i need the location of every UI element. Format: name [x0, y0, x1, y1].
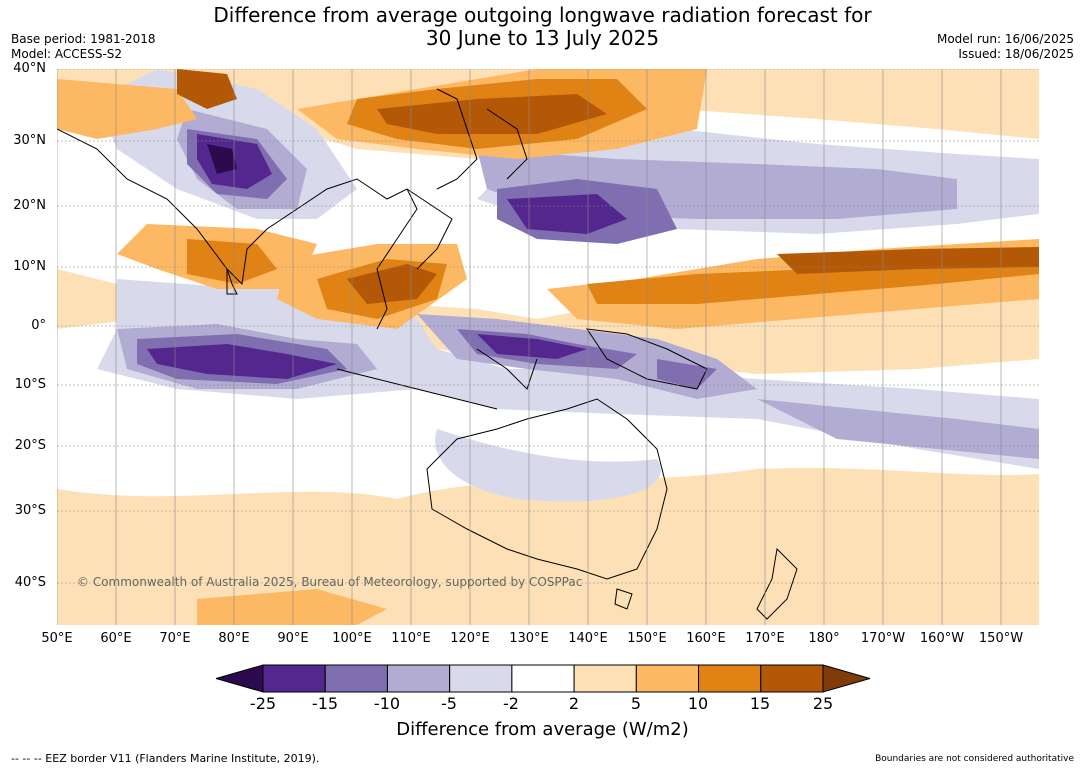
- lon-label-100e: 100°E: [332, 631, 372, 646]
- meta-left: Base period: 1981-2018 Model: ACCESS-S2: [11, 32, 156, 62]
- lon-label-110e: 110°E: [391, 631, 431, 646]
- model-run: Model run: 16/06/2025: [936, 32, 1074, 46]
- lat-label-40s: 40°S: [14, 575, 46, 590]
- colorbar-tick: 25: [812, 694, 834, 713]
- lat-label-30s: 30°S: [14, 503, 46, 518]
- colorbar-tick: -15: [311, 694, 339, 713]
- eez-border-note: -- -- -- EEZ border V11 (Flanders Marine…: [11, 752, 320, 765]
- colorbar-tick: 5: [630, 694, 642, 713]
- colorbar-tick: -10: [373, 694, 401, 713]
- lat-label-20s: 20°S: [14, 438, 46, 453]
- colorbar-label: Difference from average (W/m2): [396, 719, 689, 740]
- colorbar-cells: [262, 664, 824, 693]
- ola-map: © Commonwealth of Australia 2025, Bureau…: [57, 69, 1039, 625]
- meridians: [57, 69, 1002, 625]
- lon-label-90e: 90°E: [277, 631, 309, 646]
- lon-label-130e: 130°E: [509, 631, 549, 646]
- lon-label-150w: 150°W: [978, 631, 1024, 646]
- colorbar-cell: [324, 664, 388, 693]
- lat-label-10s: 10°S: [14, 377, 46, 392]
- title-line-2: 30 June to 13 July 2025: [425, 26, 660, 50]
- lon-label-120e: 120°E: [450, 631, 490, 646]
- issued-date: Issued: 18/06/2025: [958, 47, 1074, 61]
- lon-label-140e: 140°E: [568, 631, 608, 646]
- lat-label-40n: 40°N: [13, 61, 46, 76]
- colorbar-tick: -2: [503, 694, 519, 713]
- colorbar-extend-low: [216, 664, 264, 693]
- copyright-notice: © Commonwealth of Australia 2025, Bureau…: [77, 575, 582, 589]
- colorbar-cell: [262, 664, 326, 693]
- colorbar-tick: 2: [568, 694, 580, 713]
- colorbar-cell: [449, 664, 513, 693]
- anomaly-fields: [57, 69, 1039, 625]
- base-period: Base period: 1981-2018: [11, 32, 156, 46]
- lon-label-150e: 150°E: [627, 631, 667, 646]
- lon-label-170e: 170°E: [745, 631, 785, 646]
- colorbar: [216, 664, 870, 693]
- lon-label-160e: 160°E: [686, 631, 726, 646]
- meta-right: Model run: 16/06/2025 Issued: 18/06/2025: [937, 32, 1074, 62]
- lon-label-170w: 170°W: [860, 631, 906, 646]
- colorbar-cell: [635, 664, 700, 693]
- colorbar-tick: -25: [249, 694, 277, 713]
- lon-label-180: 180°: [808, 631, 840, 646]
- lat-label-20n: 20°N: [13, 198, 46, 213]
- lat-label-10n: 10°N: [13, 259, 46, 274]
- colorbar-tick: -5: [441, 694, 457, 713]
- colorbar-cell: [511, 664, 575, 693]
- colorbar-cell: [573, 664, 637, 693]
- lat-label-equator: 0°: [31, 318, 46, 333]
- chart-title: Difference from average outgoing longwav…: [0, 4, 1085, 50]
- colorbar-tick: 10: [687, 694, 709, 713]
- lon-label-50e: 50°E: [41, 631, 73, 646]
- colorbar-extend-high: [822, 664, 870, 693]
- colorbar-cell: [698, 664, 762, 693]
- title-line-1: Difference from average outgoing longwav…: [213, 3, 872, 27]
- model-name: Model: ACCESS-S2: [11, 47, 123, 61]
- colorbar-cell: [386, 664, 451, 693]
- lon-label-160w: 160°W: [919, 631, 965, 646]
- colorbar-cell: [760, 664, 824, 693]
- coastlines: [57, 88, 798, 620]
- lon-label-60e: 60°E: [100, 631, 132, 646]
- lon-label-80e: 80°E: [218, 631, 250, 646]
- boundaries-disclaimer: Boundaries are not considered authoritat…: [875, 754, 1074, 764]
- colorbar-tick: 15: [749, 694, 771, 713]
- lat-label-30n: 30°N: [13, 133, 46, 148]
- lon-label-70e: 70°E: [159, 631, 191, 646]
